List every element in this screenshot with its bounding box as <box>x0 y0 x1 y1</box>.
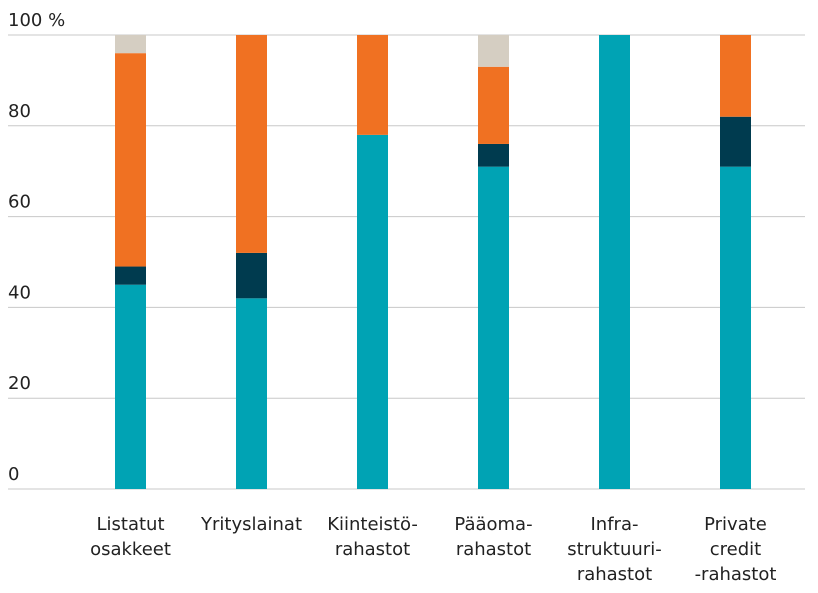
bar-segment <box>236 298 267 489</box>
y-tick-label: 40 <box>8 282 31 303</box>
x-tick-label: Yrityslainat <box>200 514 302 535</box>
y-tick-label: 100 % <box>8 10 65 31</box>
x-tick-label: Listatut osakkeet <box>90 514 171 560</box>
bar-segment <box>115 266 146 285</box>
bar-segment <box>115 35 146 54</box>
bar-segment <box>720 166 751 489</box>
bar-segment <box>357 35 388 135</box>
x-tick-label: Kiinteistö- rahastot <box>327 514 418 560</box>
y-tick-label: 60 <box>8 192 31 213</box>
bar-segment <box>720 35 751 117</box>
y-tick-label: 0 <box>8 464 19 485</box>
bar-segment <box>478 35 509 67</box>
bar-segment <box>478 143 509 167</box>
bar-segment <box>720 116 751 167</box>
x-tick-label: Infra- struktuuri- rahastot <box>567 514 662 585</box>
bar-segment <box>115 53 146 267</box>
y-tick-label: 20 <box>8 373 31 394</box>
bar-segment <box>115 284 146 489</box>
bar-segment <box>478 66 509 144</box>
x-tick-label: Private credit -rahastot <box>694 514 777 585</box>
bar-segment <box>236 252 267 299</box>
bar-segment <box>478 166 509 489</box>
bar-segment <box>236 35 267 253</box>
x-tick-label: Pääoma- rahastot <box>454 514 533 560</box>
bar-segment <box>599 35 630 489</box>
bar-segment <box>357 134 388 489</box>
y-tick-label: 80 <box>8 101 31 122</box>
